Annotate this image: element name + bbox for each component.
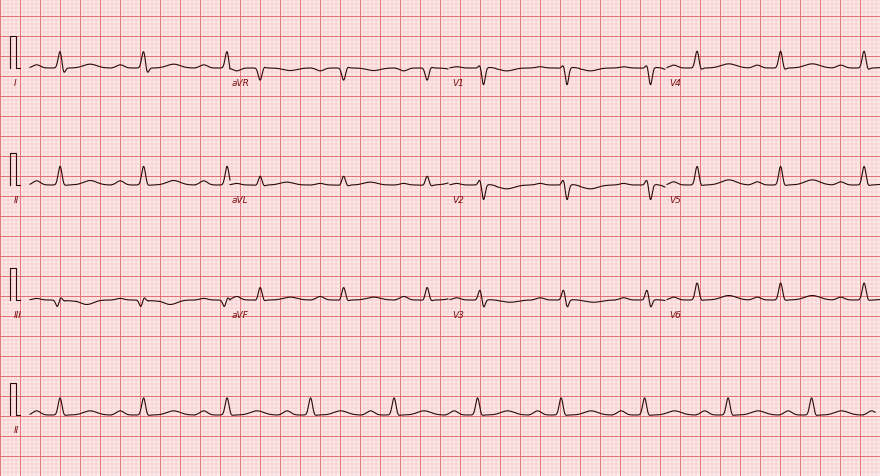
Text: II: II [14,196,19,205]
Text: V6: V6 [669,311,681,320]
Text: V5: V5 [669,196,681,205]
Text: I: I [14,79,17,88]
Text: aVF: aVF [232,311,249,320]
Text: II: II [14,426,19,435]
Text: aVR: aVR [232,79,250,88]
Text: V1: V1 [452,79,464,88]
Text: V4: V4 [669,79,681,88]
Text: V3: V3 [452,311,464,320]
Text: III: III [14,311,22,320]
Text: V2: V2 [452,196,464,205]
Text: aVL: aVL [232,196,249,205]
